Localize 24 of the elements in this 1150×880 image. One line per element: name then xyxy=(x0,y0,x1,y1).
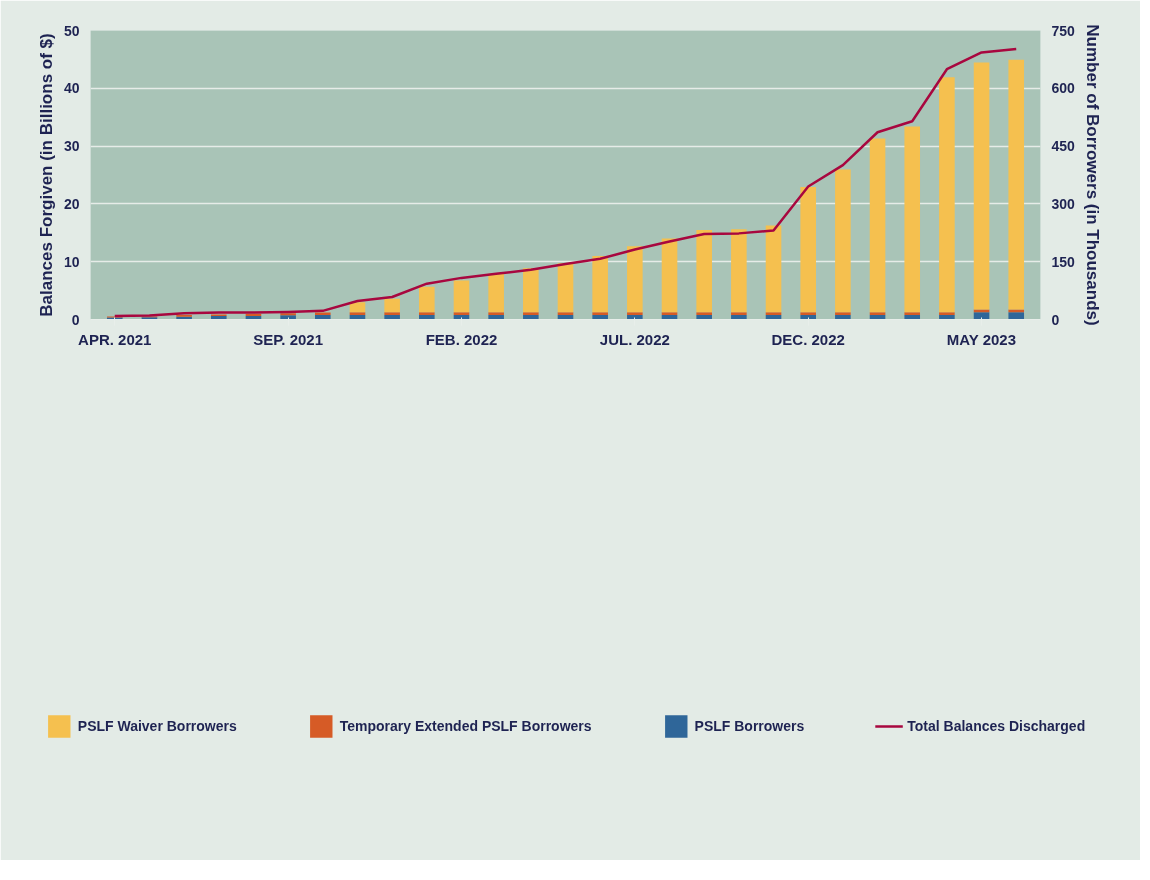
y-tick-label: 10 xyxy=(63,253,80,270)
y2-tick-label: 150 xyxy=(1051,253,1076,270)
x-tick-label: APR. 2021 xyxy=(78,330,152,348)
y-tick-label: 0 xyxy=(71,311,80,328)
y-tick-label: 40 xyxy=(63,80,80,97)
x-tick-label: DEC. 2022 xyxy=(771,330,845,348)
legend-label: Total Balances Discharged xyxy=(907,717,1086,734)
legend-label: Temporary Extended PSLF Borrowers xyxy=(339,717,592,734)
y2-axis-title: Number of Borrowers (in Thousands) xyxy=(1082,24,1102,326)
y-tick-label: 20 xyxy=(63,195,80,212)
y-tick-label: 50 xyxy=(63,22,80,39)
y2-tick-label: 750 xyxy=(1051,22,1076,39)
y2-tick-label: 0 xyxy=(1051,311,1060,328)
y-tick-label: 30 xyxy=(63,138,80,155)
legend-label: PSLF Waiver Borrowers xyxy=(77,717,237,734)
y-axis-title: Balances Forgiven (in Billions of $) xyxy=(36,33,56,317)
y2-tick-label: 300 xyxy=(1051,195,1076,212)
y2-tick-label: 600 xyxy=(1051,80,1076,97)
x-tick-label: SEP. 2021 xyxy=(253,330,324,348)
x-tick-label: FEB. 2022 xyxy=(425,330,498,348)
y2-tick-label: 450 xyxy=(1051,138,1076,155)
x-tick-label: MAY 2023 xyxy=(946,330,1017,348)
x-tick-label: JUL. 2022 xyxy=(599,330,670,348)
legend-label: PSLF Borrowers xyxy=(694,717,805,734)
